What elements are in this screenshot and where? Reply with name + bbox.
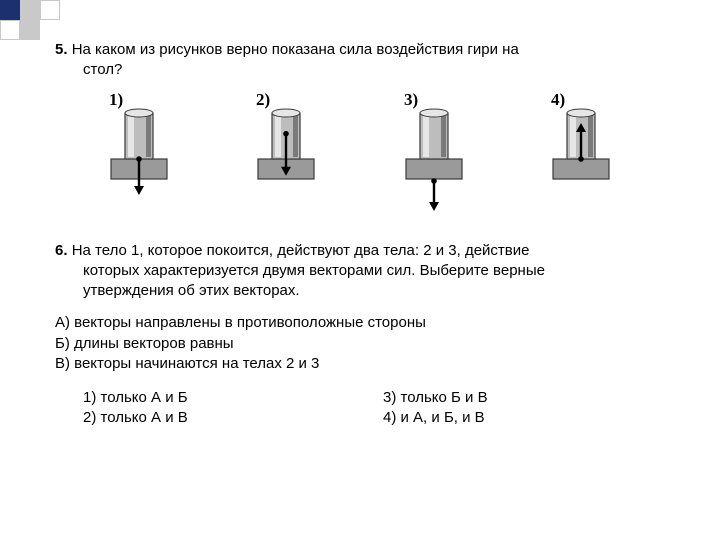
svg-text:3): 3) [404,93,418,109]
q6-answer-2: 2) только А и В [83,408,383,428]
question-5: 5. На каком из рисунков верно показана с… [55,40,665,81]
q5-number: 5. [55,41,68,58]
deco-square [0,0,20,20]
q6-answer-1: 1) только А и Б [83,388,383,408]
question-6: 6. На тело 1, которое покоится, действую… [55,241,665,302]
deco-square [0,20,20,40]
q6-text-line1: На тело 1, которое покоится, действуют д… [72,242,530,259]
deco-square [20,20,40,40]
svg-text:2): 2) [256,93,270,109]
q6-option-b: Б) длины векторов равны [55,334,665,354]
figure-2: 2) [231,93,341,223]
deco-square [40,0,60,20]
q6-text-line2: которых характеризуется двумя векторами … [55,261,665,281]
svg-text:4): 4) [551,93,565,109]
q5-text-line2: стол? [55,60,665,80]
svg-text:1): 1) [109,93,123,109]
figure-4: 4) [526,93,636,223]
q6-option-c: В) векторы начинаются на телах 2 и 3 [55,354,665,374]
deco-square [20,0,40,20]
figure-1: 1) [84,93,194,223]
q6-text-line3: утверждения об этих векторах. [55,281,665,301]
q5-figures: 1) 2) 3) 4) [65,93,655,223]
q6-answer-3: 3) только Б и В [383,388,488,408]
slide-content: 5. На каком из рисунков верно показана с… [55,40,665,429]
q6-answer-4: 4) и А, и Б, и В [383,408,488,428]
q6-number: 6. [55,242,68,259]
q6-option-a: А) векторы направлены в противоположные … [55,313,665,333]
q6-answers: 1) только А и Б 2) только А и В 3) тольк… [55,388,665,429]
q5-text-line1: На каком из рисунков верно показана сила… [72,41,519,58]
figure-3: 3) [379,93,489,223]
q6-options: А) векторы направлены в противоположные … [55,313,665,374]
